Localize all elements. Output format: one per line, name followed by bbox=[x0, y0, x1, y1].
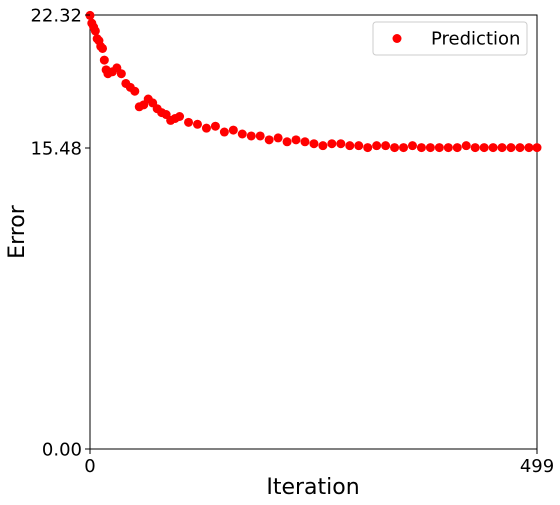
data-point bbox=[345, 141, 355, 151]
x-tick-label: 499 bbox=[520, 456, 554, 477]
data-point bbox=[264, 135, 274, 145]
data-point bbox=[228, 125, 238, 135]
data-point bbox=[372, 141, 382, 151]
data-point bbox=[354, 141, 364, 151]
data-point bbox=[532, 143, 542, 153]
data-point bbox=[524, 143, 534, 153]
data-point bbox=[201, 123, 211, 133]
legend: Prediction bbox=[372, 21, 528, 56]
data-point bbox=[407, 141, 417, 151]
data-point bbox=[327, 139, 337, 149]
data-point bbox=[273, 133, 283, 143]
y-axis-title: Error bbox=[5, 204, 30, 259]
data-point bbox=[497, 143, 507, 153]
data-point bbox=[390, 143, 400, 153]
x-tick-label: 0 bbox=[84, 456, 95, 477]
legend-label: Prediction bbox=[431, 29, 520, 50]
data-point bbox=[99, 55, 109, 65]
data-point bbox=[363, 143, 373, 153]
data-point bbox=[461, 141, 471, 151]
x-axis-title: Iteration bbox=[266, 475, 359, 500]
data-point bbox=[300, 137, 310, 147]
legend-box bbox=[372, 21, 528, 56]
data-point bbox=[336, 139, 346, 149]
axis-ticks: 0.00 15.48 22.32 0 499 bbox=[30, 6, 554, 478]
data-point bbox=[452, 143, 462, 153]
series-points bbox=[85, 10, 542, 153]
y-tick-label: 22.32 bbox=[30, 6, 82, 27]
data-point bbox=[425, 143, 435, 153]
data-point bbox=[246, 131, 256, 141]
data-point bbox=[506, 143, 516, 153]
data-point bbox=[399, 143, 409, 153]
data-point bbox=[184, 117, 194, 127]
data-point bbox=[219, 127, 229, 137]
data-point bbox=[443, 143, 453, 153]
data-point bbox=[130, 86, 140, 96]
data-point bbox=[470, 143, 480, 153]
data-point bbox=[90, 26, 100, 36]
data-point bbox=[98, 43, 108, 53]
data-point bbox=[237, 129, 247, 139]
data-point bbox=[416, 143, 426, 153]
data-point bbox=[255, 131, 265, 141]
plot-area bbox=[89, 14, 538, 450]
data-point bbox=[515, 143, 525, 153]
data-point bbox=[309, 139, 319, 149]
data-point bbox=[479, 143, 489, 153]
data-point bbox=[175, 112, 185, 121]
data-point bbox=[434, 143, 444, 153]
legend-marker bbox=[392, 34, 402, 43]
y-tick-label: 0.00 bbox=[42, 440, 82, 461]
data-point bbox=[381, 141, 391, 151]
data-point bbox=[116, 69, 126, 79]
data-point bbox=[282, 137, 292, 147]
data-point bbox=[291, 135, 301, 145]
data-point bbox=[318, 141, 328, 151]
data-point bbox=[192, 119, 202, 129]
data-point bbox=[210, 121, 220, 131]
data-point bbox=[488, 143, 498, 153]
y-tick-label: 15.48 bbox=[30, 139, 82, 160]
